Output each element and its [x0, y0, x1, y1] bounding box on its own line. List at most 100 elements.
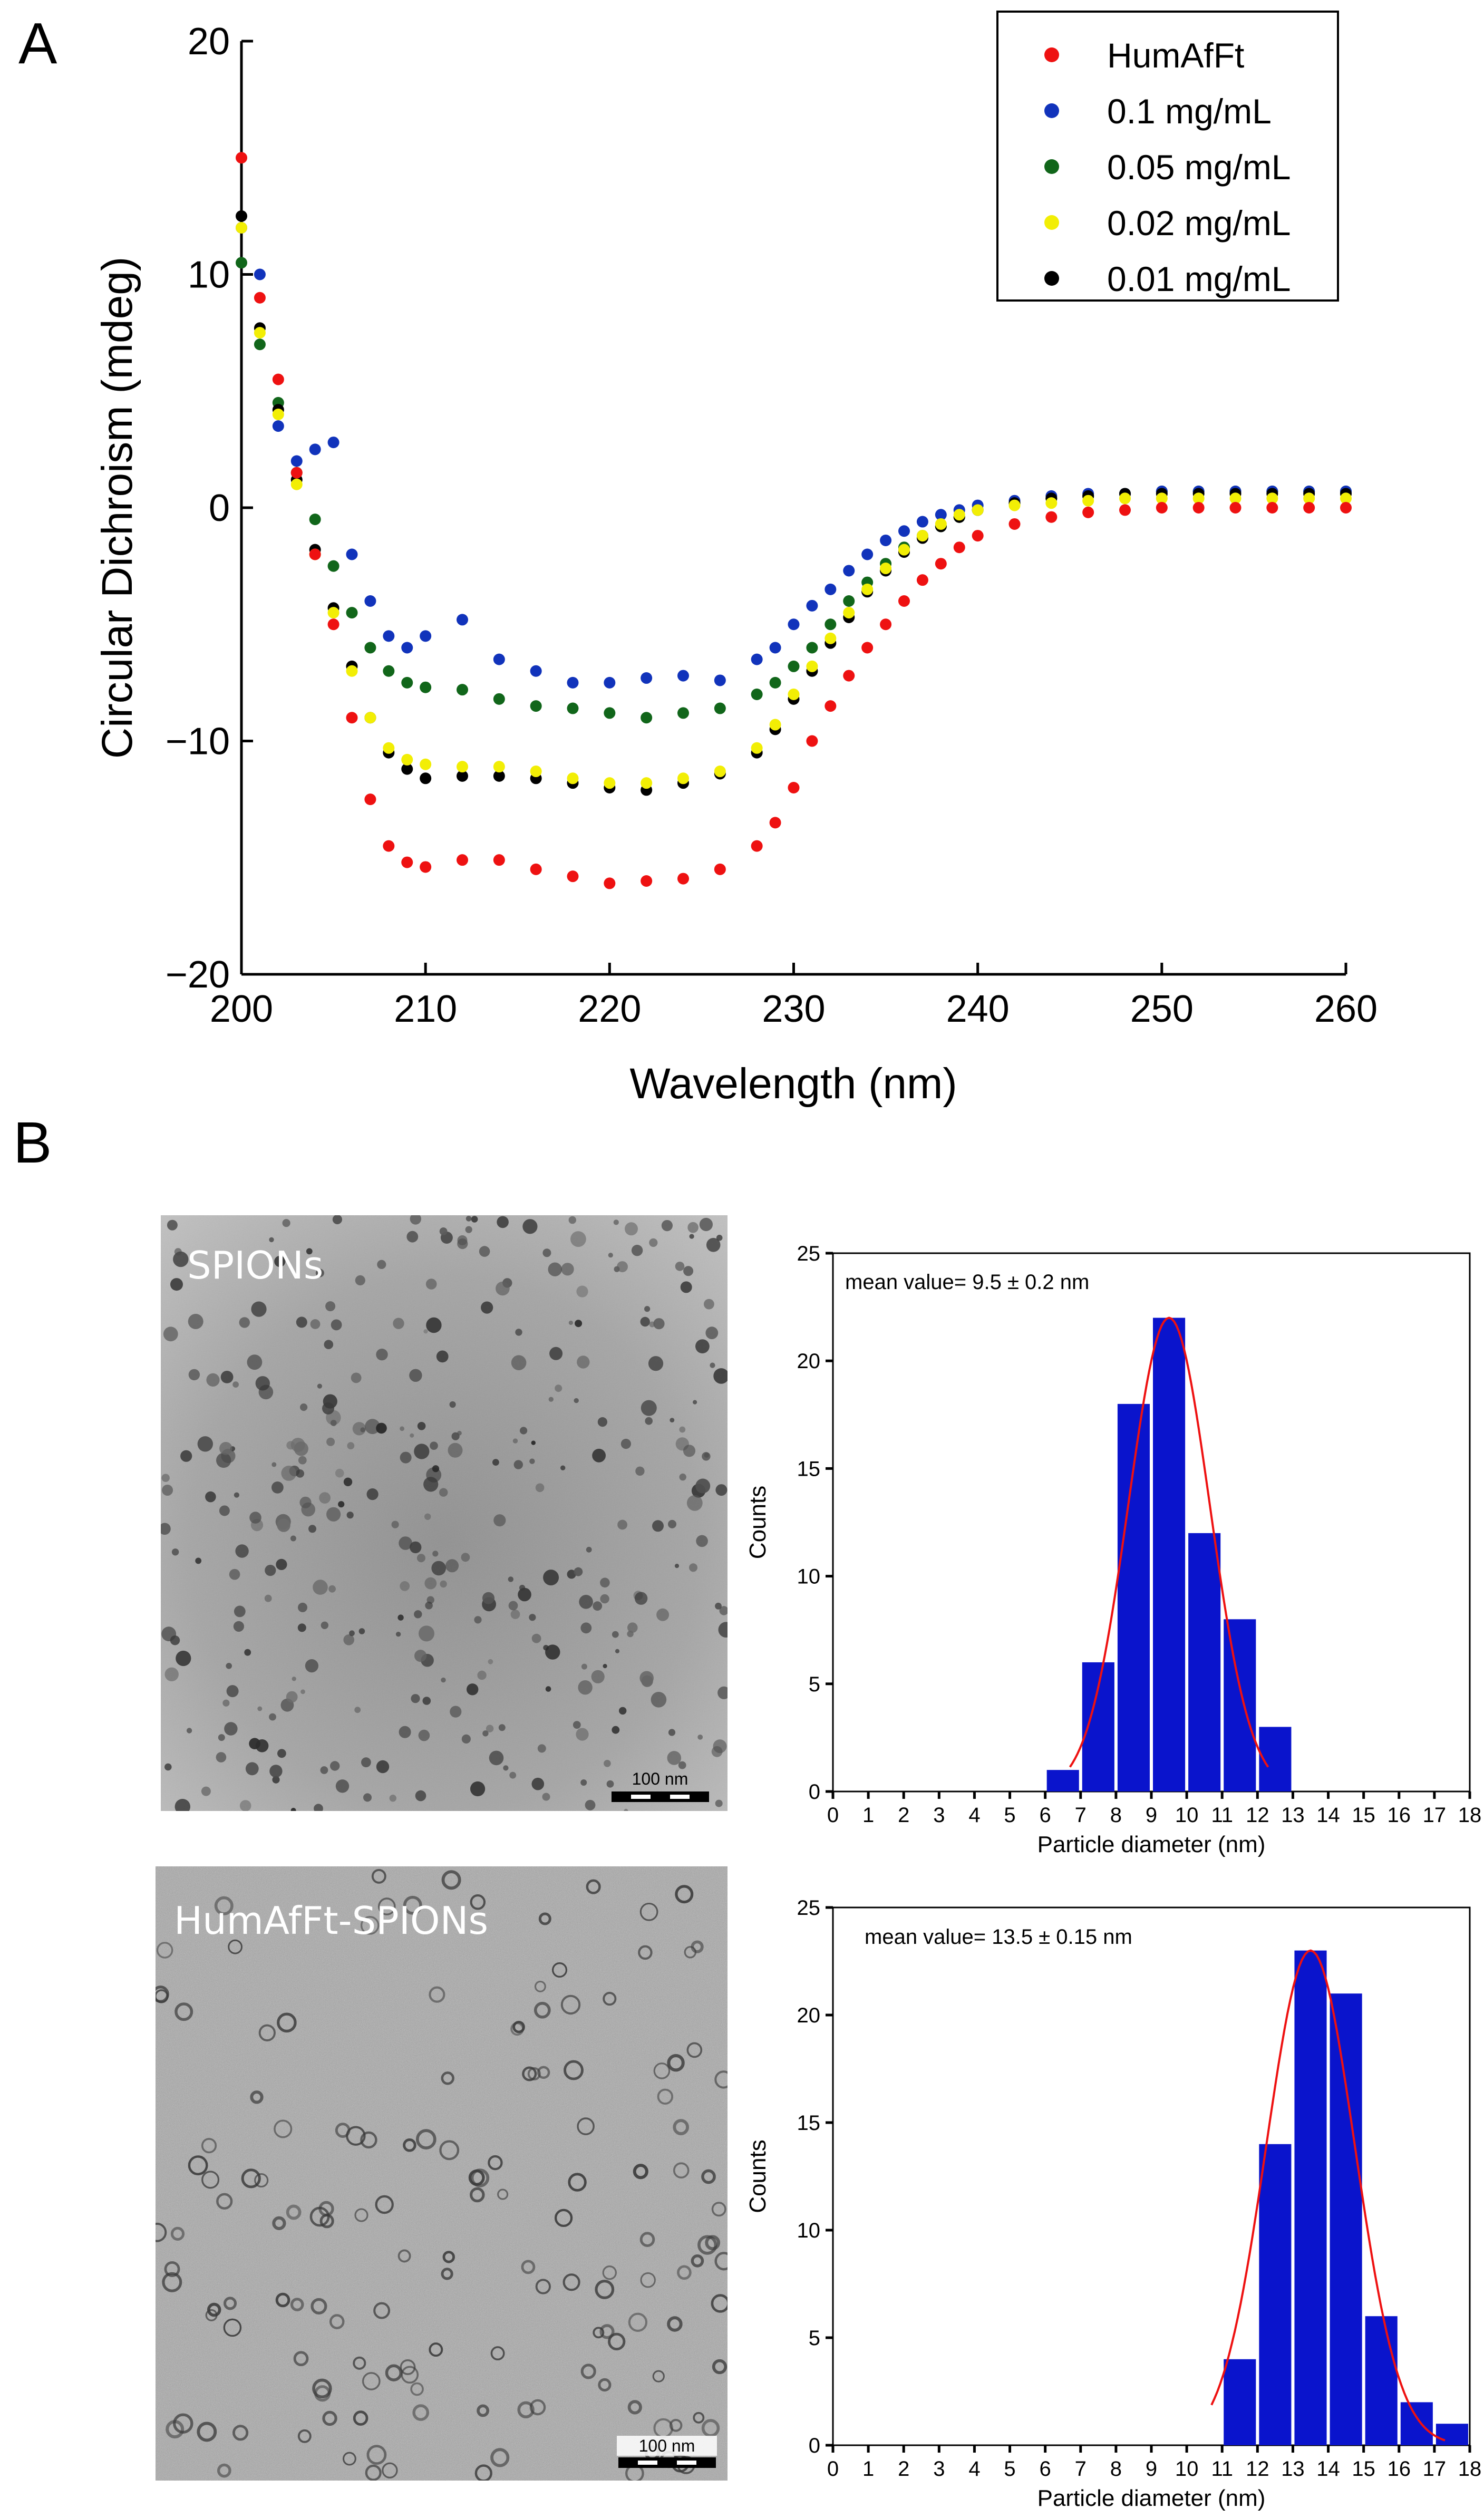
- tem-particle: [653, 1318, 665, 1330]
- cd-x-tick-label: 210: [394, 988, 457, 1030]
- hist-x-tick-label: 9: [1146, 2457, 1157, 2481]
- tem-particle: [355, 1275, 365, 1286]
- hist-y-tick-label: 0: [809, 1780, 820, 1804]
- cd-data-point: [346, 607, 358, 619]
- tem-particle: [220, 1371, 234, 1383]
- tem-particle: [608, 1253, 613, 1258]
- tem-particle: [576, 1728, 589, 1741]
- cd-data-point: [825, 583, 837, 595]
- tem-particle: [436, 1350, 449, 1363]
- tem-particle: [639, 1902, 658, 1921]
- tem-particle: [644, 1306, 651, 1312]
- tem-particle: [373, 2302, 391, 2319]
- tem-particle: [274, 1256, 286, 1267]
- tem-particle: [335, 2123, 351, 2138]
- tem-particle: [576, 1285, 588, 1297]
- tem-particle: [226, 1685, 239, 1698]
- tem-particle: [542, 1793, 550, 1801]
- tem-particle: [325, 1301, 336, 1312]
- tem-particle: [297, 2429, 312, 2443]
- tem-particle: [161, 1474, 170, 1482]
- tem-particle: [627, 1622, 638, 1633]
- tem-particle: [529, 1614, 536, 1621]
- tem-particle: [489, 1750, 504, 1766]
- tem-particle: [667, 2316, 683, 2332]
- tem-particle: [269, 1237, 274, 1243]
- cd-data-point: [1192, 502, 1205, 514]
- hist-x-tick-label: 14: [1316, 1804, 1340, 1827]
- legend-marker: [1044, 271, 1059, 286]
- cd-data-point: [825, 632, 837, 644]
- cd-data-point: [457, 684, 468, 696]
- tem-particle: [675, 1885, 694, 1904]
- tem-particle: [399, 1536, 412, 1550]
- cd-data-point: [898, 525, 910, 537]
- tem-particle: [219, 1442, 232, 1455]
- hist-x-tick-label: 0: [827, 1804, 839, 1827]
- tem-particle: [492, 1459, 499, 1466]
- cd-legend: HumAfFt 0.1 mg/mL 0.05 mg/mL 0.02 mg/mL 0.01…: [996, 11, 1339, 302]
- tem-particle: [714, 2252, 728, 2271]
- hist-y-axis-label: Counts: [745, 2139, 771, 2213]
- cd-data-point: [290, 467, 303, 479]
- tem-particle: [171, 1548, 179, 1556]
- tem-particle: [704, 1299, 714, 1310]
- tem-particle: [548, 1397, 554, 1402]
- hist-x-tick-label: 10: [1175, 2457, 1199, 2481]
- tem-particle: [197, 1436, 213, 1452]
- tem-particle: [474, 1616, 482, 1624]
- tem-particle: [697, 1735, 703, 1740]
- tem-particle: [513, 1460, 523, 1469]
- tem-particle: [170, 1278, 183, 1291]
- tem-particle: [249, 1738, 260, 1749]
- tem-particle: [233, 1621, 244, 1632]
- cd-series-2: [236, 257, 1352, 724]
- tem-particle: [600, 1594, 609, 1604]
- tem-particle: [693, 1400, 697, 1405]
- tem-particle: [292, 1677, 296, 1681]
- tem-particle: [702, 1452, 711, 1461]
- tem-particle: [591, 1670, 605, 1683]
- tem-particle: [265, 1565, 276, 1576]
- hist-y-tick-label: 20: [797, 1350, 821, 1373]
- tem-particle: [574, 1398, 579, 1403]
- tem-particle: [522, 1219, 538, 1234]
- cd-data-point: [420, 772, 432, 785]
- cd-data-point: [1340, 492, 1352, 505]
- hist-x-tick-label: 7: [1075, 2457, 1087, 2481]
- tem-particle: [300, 1689, 305, 1694]
- tem-particle: [615, 1649, 620, 1653]
- tem-particle: [161, 1523, 171, 1535]
- tem-particle: [497, 1216, 509, 1228]
- tem-particle: [312, 2378, 332, 2399]
- hist-annotation: mean value= 13.5 ± 0.15 nm: [865, 1925, 1132, 1949]
- tem-particle: [555, 1384, 562, 1392]
- tem-particle: [479, 1246, 490, 1257]
- cd-data-point: [457, 761, 468, 773]
- tem-image-grain: [156, 1866, 728, 2481]
- tem-particle: [450, 1706, 462, 1718]
- tem-particle: [718, 1622, 728, 1638]
- tem-particle: [281, 1466, 297, 1481]
- tem-particle: [574, 1567, 583, 1576]
- tem-particle: [286, 1691, 298, 1703]
- cd-data-point: [1045, 511, 1058, 523]
- tem-particle: [470, 2187, 485, 2203]
- tem-particle: [321, 1621, 328, 1629]
- tem-particle: [639, 2232, 655, 2248]
- tem-particle: [324, 1340, 334, 1349]
- tem-particle: [686, 1495, 703, 1511]
- tem-particle: [471, 1216, 478, 1223]
- cd-data-point: [493, 761, 505, 773]
- tem-particle: [271, 1481, 284, 1494]
- hist-x-tick-label: 4: [968, 2457, 980, 2481]
- tem-particle: [406, 1231, 419, 1243]
- tem-particle: [298, 1456, 307, 1465]
- tem-particle: [715, 1602, 722, 1610]
- tem-particle: [223, 2297, 237, 2310]
- cd-data-point: [420, 758, 432, 770]
- tem-particle: [639, 1671, 654, 1686]
- tem-particle: [445, 1559, 459, 1573]
- tem-particle: [612, 1726, 620, 1734]
- tem-particle: [439, 1488, 448, 1497]
